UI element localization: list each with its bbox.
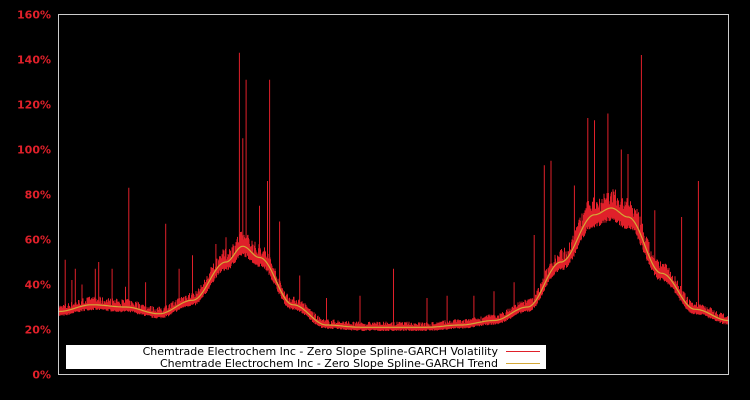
y-tick-label: 0% [32, 369, 51, 382]
y-tick-label: 40% [25, 279, 51, 292]
y-tick-label: 20% [25, 324, 51, 337]
legend-label-volatility: Chemtrade Electrochem Inc - Zero Slope S… [143, 345, 499, 358]
plot-area [58, 52, 729, 331]
legend: Chemtrade Electrochem Inc - Zero Slope S… [66, 345, 546, 370]
legend-label-trend: Chemtrade Electrochem Inc - Zero Slope S… [160, 357, 498, 370]
y-tick-label: 140% [17, 54, 51, 67]
trend-series [58, 207, 729, 328]
y-tick-label: 100% [17, 144, 51, 157]
plot-frame [58, 14, 729, 375]
y-tick-label: 60% [25, 234, 51, 247]
y-axis: 0% 20% 40% 60% 80% 100% 120% 140% 160% [17, 9, 51, 382]
y-tick-label: 120% [17, 99, 51, 112]
legend-box [66, 345, 546, 369]
y-tick-label: 80% [25, 189, 51, 202]
y-tick-label: 160% [17, 9, 51, 22]
